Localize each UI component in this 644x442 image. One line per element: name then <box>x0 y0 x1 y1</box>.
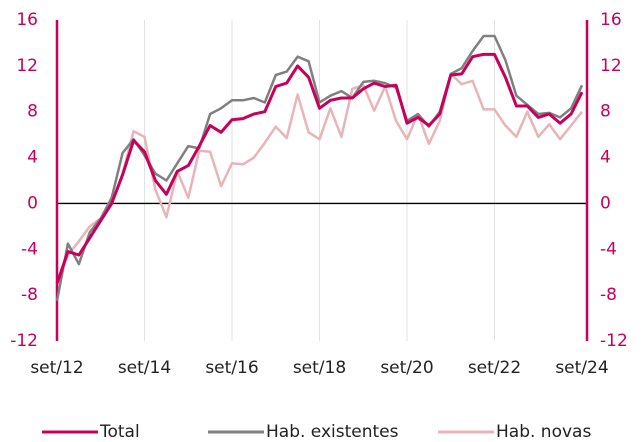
y-tick-label: 16 <box>16 10 38 30</box>
x-tick-label: set/16 <box>205 358 258 378</box>
y-tick-label: -12 <box>10 331 38 351</box>
series-line <box>55 52 584 285</box>
y-tick-label: -4 <box>21 239 38 259</box>
x-tick-label: set/20 <box>380 358 433 378</box>
y-tick-label: 0 <box>27 193 38 213</box>
y-tick-label: -8 <box>21 285 38 305</box>
y2-tick-label: -8 <box>600 285 617 305</box>
x-tick-label: set/14 <box>118 358 171 378</box>
x-tick-label: set/22 <box>468 358 521 378</box>
y2-tick-label: 16 <box>600 10 622 30</box>
y2-tick-label: 8 <box>600 102 611 122</box>
x-tick-label: set/18 <box>293 358 346 378</box>
legend-label: Hab. novas <box>496 422 591 442</box>
y2-tick-label: -12 <box>600 331 628 351</box>
y-tick-label: 8 <box>27 102 38 122</box>
legend-label: Hab. existentes <box>266 422 399 442</box>
y-tick-label: 12 <box>16 56 38 76</box>
y2-tick-label: 0 <box>600 193 611 213</box>
y2-tick-label: 4 <box>600 148 611 168</box>
x-tick-label: set/12 <box>30 358 83 378</box>
x-tick-label: set/24 <box>555 358 608 378</box>
legend-label: Total <box>99 422 140 442</box>
y2-tick-label: 12 <box>600 56 622 76</box>
y-tick-label: 4 <box>27 148 38 168</box>
series-line <box>55 72 583 285</box>
y2-tick-label: -4 <box>600 239 617 259</box>
